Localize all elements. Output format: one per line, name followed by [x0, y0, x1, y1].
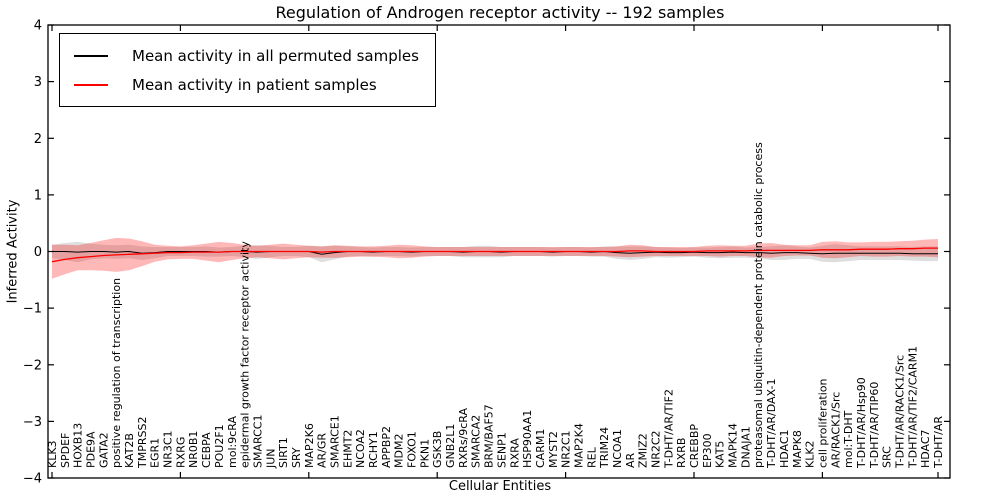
x-tick-label: NR3C1: [162, 430, 175, 468]
legend-label-permuted: Mean activity in all permuted samples: [132, 46, 419, 65]
x-tick-label: CARM1: [534, 429, 547, 468]
x-tick-label: MAP2K4: [573, 423, 586, 468]
x-tick-label: SMARCA2: [470, 415, 483, 468]
x-tick-label: RXRG: [174, 437, 187, 468]
x-tick-label: REL: [585, 446, 598, 468]
y-tick-label: −2: [23, 358, 42, 373]
x-tick-label: MYST2: [547, 431, 560, 468]
x-tick-label: POU2F1: [213, 424, 226, 468]
x-tick-label: epidermal growth factor receptor activit…: [239, 241, 252, 468]
x-tick-label: EHMT2: [341, 430, 354, 468]
x-tick-label: HDAC1: [778, 429, 791, 468]
x-tick-label: T-DHT/AR/Hsp90: [855, 377, 868, 469]
y-tick-label: −1: [23, 302, 42, 317]
x-tick-label: T-DHT/AR/RACK1/Src: [894, 355, 907, 469]
x-tick-label: APPBP2: [380, 426, 393, 468]
x-tick-label: HOXB13: [72, 423, 85, 468]
x-tick-label: ZMIZ2: [637, 433, 650, 468]
x-tick-label: RCHY1: [367, 431, 380, 468]
x-tick-label: SMARCC1: [251, 415, 264, 468]
x-tick-label: EGR1: [149, 438, 162, 468]
x-tick-label: T-DHT/AR/TIF2: [662, 389, 675, 469]
x-tick-label: MAPK8: [791, 430, 804, 468]
y-axis-label: Inferred Activity: [5, 199, 21, 304]
x-tick-label: SRC: [881, 446, 894, 468]
x-tick-label: SIRT1: [277, 437, 290, 468]
x-tick-label: FOXO1: [406, 431, 419, 468]
x-tick-label: T-DHT/AR/TIF2/CARM1: [906, 346, 919, 469]
x-tick-label: mol:T-DHT: [842, 410, 855, 468]
x-tick-label: KAT2B: [123, 433, 136, 468]
y-tick-label: −3: [23, 415, 42, 430]
x-tick-label: AR/RACK1/Src: [829, 392, 842, 468]
x-tick-label: MDM2: [393, 434, 406, 468]
patient-line-swatch: [74, 83, 108, 86]
x-tick-label: KAT5: [714, 441, 727, 468]
x-tick-label: JUN: [264, 448, 277, 469]
x-tick-label: MAP2K6: [303, 423, 316, 468]
x-tick-label: SMARCE1: [329, 415, 342, 468]
patient-band: [52, 237, 938, 279]
permuted-line-swatch: [74, 54, 108, 57]
y-tick-label: 0: [34, 245, 42, 260]
x-tick-label: T-DHT/AR: [932, 416, 945, 469]
y-tick-label: 3: [34, 75, 42, 90]
x-tick-label: DNAJA1: [739, 426, 752, 468]
x-tick-label: CEBPA: [200, 432, 213, 468]
legend-item-permuted: Mean activity in all permuted samples: [74, 41, 419, 70]
x-tick-label: TRIM24: [598, 427, 611, 469]
legend: Mean activity in all permuted samples Me…: [59, 33, 436, 107]
x-tick-label: MAPK14: [727, 423, 740, 468]
x-tick-label: T-DHT/AR/TIP60: [868, 382, 881, 469]
x-tick-label: RXRs/9cRA: [457, 407, 470, 468]
x-tick-label: NR0B1: [187, 431, 200, 468]
x-tick-label: GSK3B: [431, 431, 444, 468]
y-tick-label: 2: [34, 132, 42, 147]
x-tick-label: BRM/BAF57: [483, 404, 496, 468]
y-tick-label: 1: [34, 188, 42, 203]
x-tick-label: HDAC7: [919, 429, 932, 468]
x-tick-label: PDE9A: [85, 431, 98, 468]
legend-item-patient: Mean activity in patient samples: [74, 70, 419, 99]
y-tick-label: −4: [23, 472, 42, 487]
x-tick-label: CREBBP: [688, 424, 701, 468]
x-tick-label: KLK2: [804, 440, 817, 468]
x-tick-label: GNB2L1: [444, 424, 457, 468]
x-tick-label: mol:9cRA: [226, 416, 239, 468]
x-tick-label: NR2C1: [560, 430, 573, 468]
patient-mean-line: [51, 247, 938, 263]
y-tick-label: 4: [34, 19, 42, 34]
x-tick-label: proteasomal ubiquitin-dependent protein …: [752, 142, 765, 468]
x-tick-label: positive regulation of transcription: [110, 278, 123, 468]
x-tick-label: NCOA2: [354, 429, 367, 468]
x-tick-label: SRY: [290, 447, 303, 468]
x-tick-label: SENP1: [495, 432, 508, 468]
x-tick-label: AR/GR: [316, 433, 329, 468]
x-tick-label: NR2C2: [650, 430, 663, 468]
x-tick-label: cell proliferation: [816, 378, 829, 468]
x-tick-label: T-DHT/AR/DAX-1: [765, 379, 778, 469]
x-tick-label: TMPRSS2: [136, 417, 149, 469]
x-tick-label: KLK3: [46, 440, 59, 468]
x-axis-label: Cellular Entities: [448, 479, 552, 494]
x-tick-label: EP300: [701, 433, 714, 468]
x-tick-label: HSP90AA1: [521, 410, 534, 468]
chart-title: Regulation of Androgen receptor activity…: [275, 3, 725, 22]
x-tick-label: GATA2: [97, 432, 110, 468]
x-tick-label: RXRA: [508, 438, 521, 468]
x-tick-label: PKN1: [418, 439, 431, 468]
legend-label-patient: Mean activity in patient samples: [132, 75, 377, 94]
x-tick-label: SPDEF: [59, 433, 72, 468]
x-tick-label: RXRB: [675, 438, 688, 468]
x-tick-label: NCOA1: [611, 429, 624, 468]
x-tick-label: AR: [624, 452, 637, 468]
